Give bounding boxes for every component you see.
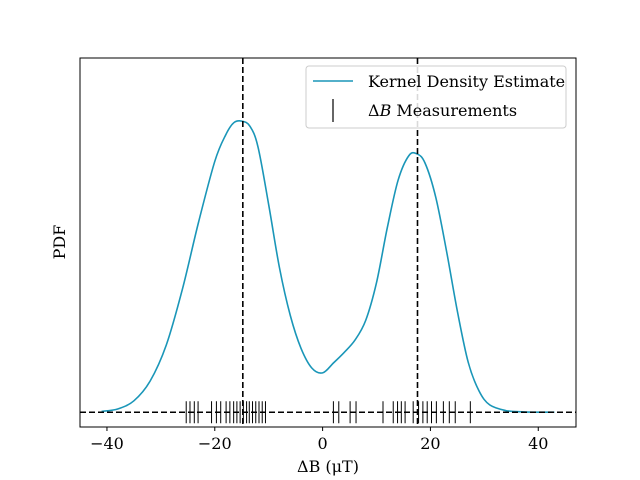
plot-frame: [79, 57, 577, 428]
legend-rug-suffix: Measurements: [391, 101, 517, 120]
legend-rug-label: ΔB Measurements: [368, 101, 517, 120]
kde-curve: [101, 120, 555, 414]
legend-box: [305, 65, 567, 129]
x-tick-label: 20: [420, 434, 440, 453]
x-tick-label: 40: [528, 434, 548, 453]
x-tick-label: 0: [318, 434, 328, 453]
y-axis-label: PDF: [50, 225, 69, 260]
legend-rug-var: B: [379, 101, 392, 120]
plot-area: [80, 58, 576, 427]
legend-rug-delta: Δ: [368, 101, 380, 120]
x-tick-label: −40: [90, 434, 124, 453]
x-axis: −40 −20 0 20 40: [90, 427, 548, 453]
legend: Kernel Density Estimate ΔB Measurements: [305, 65, 567, 129]
x-tick-label: −20: [198, 434, 232, 453]
x-axis-label: ΔB (μT): [297, 457, 359, 476]
legend-kde-label: Kernel Density Estimate: [368, 72, 565, 91]
